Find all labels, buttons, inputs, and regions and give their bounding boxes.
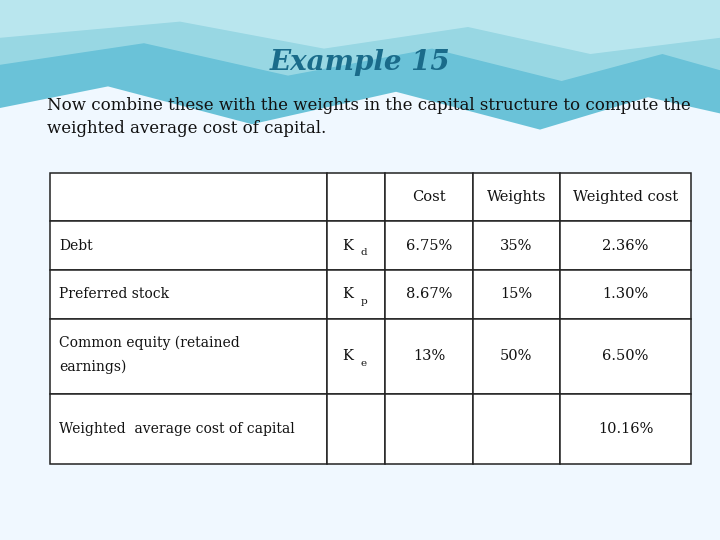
Bar (50, 173, 327, 221)
Bar (560, 173, 691, 221)
Text: Weighted cost: Weighted cost (573, 190, 678, 204)
Text: 13%: 13% (413, 349, 445, 363)
Bar (50, 319, 327, 394)
Bar (327, 173, 385, 221)
Bar (327, 394, 385, 464)
Text: earnings): earnings) (59, 360, 127, 374)
Text: K: K (342, 239, 354, 253)
Text: Debt: Debt (59, 239, 93, 253)
Bar (385, 173, 473, 221)
Text: Preferred stock: Preferred stock (59, 287, 169, 301)
Bar (560, 319, 691, 394)
Bar (473, 394, 560, 464)
Bar (327, 221, 385, 270)
Text: Weights: Weights (487, 190, 546, 204)
Text: Example 15: Example 15 (270, 49, 450, 76)
Bar (385, 221, 473, 270)
Text: 6.50%: 6.50% (603, 349, 649, 363)
Text: 2.36%: 2.36% (603, 239, 649, 253)
Text: 6.75%: 6.75% (406, 239, 452, 253)
Bar (473, 221, 560, 270)
Text: 50%: 50% (500, 349, 533, 363)
Bar (50, 394, 327, 464)
Bar (473, 270, 560, 319)
Bar (327, 319, 385, 394)
Text: 15%: 15% (500, 287, 533, 301)
Text: K: K (342, 349, 354, 363)
Bar (50, 270, 327, 319)
Text: Common equity (retained: Common equity (retained (59, 336, 240, 350)
Text: Now combine these with the weights in the capital structure to compute the: Now combine these with the weights in th… (47, 97, 690, 114)
Bar (560, 270, 691, 319)
Bar (385, 319, 473, 394)
Text: 8.67%: 8.67% (406, 287, 452, 301)
Text: Weighted  average cost of capital: Weighted average cost of capital (59, 422, 294, 436)
Bar (560, 394, 691, 464)
Bar (327, 270, 385, 319)
Text: 35%: 35% (500, 239, 533, 253)
Bar (473, 319, 560, 394)
Bar (385, 394, 473, 464)
Text: K: K (342, 287, 354, 301)
Bar (385, 270, 473, 319)
Text: e: e (361, 359, 366, 368)
Bar (473, 173, 560, 221)
Text: d: d (361, 248, 367, 257)
Bar (50, 221, 327, 270)
Text: 10.16%: 10.16% (598, 422, 653, 436)
Text: 1.30%: 1.30% (603, 287, 649, 301)
Bar (560, 221, 691, 270)
Text: p: p (361, 297, 367, 306)
Text: weighted average cost of capital.: weighted average cost of capital. (47, 120, 326, 137)
Text: Cost: Cost (413, 190, 446, 204)
